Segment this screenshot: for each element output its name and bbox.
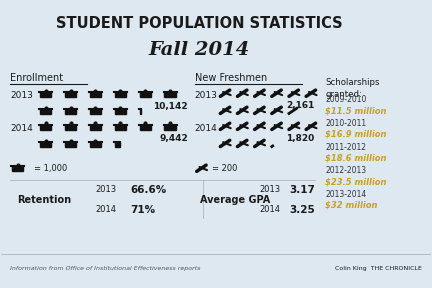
Text: 2014: 2014	[259, 205, 280, 214]
Text: 2013: 2013	[259, 185, 280, 194]
Text: New Freshmen: New Freshmen	[194, 73, 267, 84]
Text: 2012-2013: 2012-2013	[325, 166, 367, 175]
Bar	[65, 92, 76, 97]
Text: $18.6 million: $18.6 million	[325, 154, 387, 162]
Text: Enrollment: Enrollment	[10, 73, 63, 84]
Text: 2,161: 2,161	[286, 101, 315, 110]
Text: 2014: 2014	[96, 205, 117, 214]
Bar	[12, 166, 23, 171]
Text: STUDENT POPULATION STATISTICS: STUDENT POPULATION STATISTICS	[56, 16, 342, 31]
Bar	[115, 109, 126, 114]
Text: $11.5 million: $11.5 million	[325, 106, 387, 115]
Text: Average GPA: Average GPA	[200, 195, 270, 204]
Text: 66.6%: 66.6%	[130, 185, 166, 195]
Text: 2014: 2014	[194, 124, 217, 133]
Text: 2009-2010: 2009-2010	[325, 95, 367, 104]
Text: 10,142: 10,142	[153, 102, 188, 111]
Text: 3.17: 3.17	[289, 185, 315, 195]
Bar	[115, 92, 126, 97]
Text: 71%: 71%	[130, 204, 155, 215]
Bar	[140, 125, 151, 130]
Bar	[90, 125, 101, 130]
Text: = 1,000: = 1,000	[34, 164, 67, 173]
Bar	[90, 142, 101, 147]
Bar	[40, 92, 51, 97]
Text: Colin King  THE CHRONICLE: Colin King THE CHRONICLE	[335, 266, 422, 270]
Bar	[90, 92, 101, 97]
Text: $16.9 million: $16.9 million	[325, 130, 387, 139]
Bar	[65, 142, 76, 147]
Text: Information from Office of Institutional Effectiveness reports: Information from Office of Institutional…	[10, 266, 200, 270]
Bar	[65, 125, 76, 130]
Text: 9,442: 9,442	[159, 134, 188, 143]
Text: = 200: = 200	[212, 164, 237, 173]
Text: 2013-2014: 2013-2014	[325, 190, 367, 199]
Text: Fall 2014: Fall 2014	[148, 41, 250, 59]
Bar	[40, 109, 51, 114]
Text: 3.25: 3.25	[289, 204, 315, 215]
Bar	[165, 92, 176, 97]
Bar	[90, 109, 101, 114]
Bar	[115, 125, 126, 130]
Bar	[140, 92, 151, 97]
Text: $23.5 million: $23.5 million	[325, 177, 387, 186]
Text: 2014: 2014	[10, 124, 33, 133]
Text: 2013: 2013	[96, 185, 117, 194]
Bar	[165, 125, 176, 130]
Bar	[65, 109, 76, 114]
Text: 2013: 2013	[194, 91, 217, 100]
Text: 2011-2012: 2011-2012	[325, 143, 366, 152]
Text: 2010-2011: 2010-2011	[325, 119, 367, 128]
Bar	[140, 109, 141, 114]
Bar	[115, 142, 120, 147]
Text: Scholarships
granted:: Scholarships granted:	[325, 78, 380, 99]
Text: Retention: Retention	[17, 195, 71, 204]
Bar	[40, 125, 51, 130]
Bar	[40, 142, 51, 147]
Text: 2013: 2013	[10, 91, 33, 100]
Text: 1,820: 1,820	[286, 134, 315, 143]
Text: $32 million: $32 million	[325, 201, 378, 210]
